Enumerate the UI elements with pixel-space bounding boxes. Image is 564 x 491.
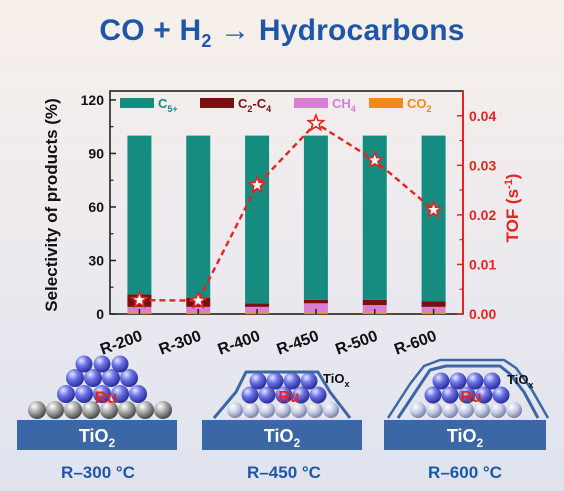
tio2-support-label: TiO2 [447, 426, 484, 450]
ru-nanoparticle: Ru [410, 372, 522, 418]
tiox-overlayer [212, 370, 352, 419]
tof-series [129, 112, 444, 309]
ru-label: Ru [95, 388, 118, 407]
caption-r450: R–450 °C [247, 463, 321, 482]
bar-segment-c2c4-r-600 [421, 301, 446, 307]
y-tick-label: 30 [88, 252, 104, 268]
ru-nanoparticle: Ru [28, 355, 172, 419]
y2-tick-label: 0.04 [469, 108, 496, 124]
bar-segment-ch4-r-450 [303, 303, 328, 313]
ru-nanoparticle: Ru [227, 372, 339, 418]
left-axis-ticks: 0 30 60 90 120 [81, 92, 116, 322]
y-tick-label: 0 [96, 306, 104, 322]
tio2-support-block [17, 420, 177, 450]
y2-tick-label: 0.00 [469, 306, 496, 322]
tof-star-marker-r-300 [188, 290, 209, 309]
legend-item-c2c4: C2-C4 [200, 96, 271, 114]
tio2-support-label: TiO2 [264, 426, 301, 450]
tof-star-marker-r-400 [247, 174, 267, 194]
tiox-label: TiOx [507, 372, 533, 390]
y2-tick-label: 0.01 [469, 256, 496, 272]
bar-segment-c5-r-450 [303, 135, 328, 300]
svg-text:C5+: C5+ [158, 96, 178, 114]
x-tick-label-r-400: R-400 [216, 328, 263, 359]
tiox-overlayer [396, 364, 540, 419]
schematic-r450: TiO2 Ru TiOx R–450 °C [202, 370, 362, 482]
x-tick-label-r-500: R-500 [333, 328, 380, 359]
legend-item-c5plus: C5+ [120, 96, 178, 114]
y2-axis-label: TOF (s-1) [503, 174, 522, 243]
schematic-r300: TiO2 Ru R–300 °C [17, 355, 177, 482]
tof-line [139, 121, 435, 302]
x-tick-label-r-200: R-200 [98, 328, 145, 359]
bar-segment-c5-r-400 [245, 135, 270, 304]
tof-star-marker-r-500 [364, 150, 385, 169]
schematic-r600: TiO2 Ru TiOx R–600 °C [384, 358, 550, 482]
tio2-support-block [384, 420, 546, 450]
bar-segment-ch4-r-500 [362, 305, 387, 313]
bar-segment-c5-r-600 [421, 135, 446, 302]
y-tick-label: 120 [81, 92, 105, 108]
figure-title: CO + H2 → Hydrocarbons [99, 14, 465, 51]
right-axis-ticks: 0.00 0.01 0.02 0.03 0.04 [457, 91, 496, 322]
svg-text:CH4: CH4 [332, 96, 356, 114]
ru-label: Ru [460, 389, 481, 406]
x-tick-label-r-450: R-450 [275, 328, 322, 359]
tof-star-marker-r-600 [423, 199, 444, 219]
y-tick-label: 60 [88, 199, 104, 215]
tof-star-marker-r-200 [129, 289, 150, 309]
bar-segment-c2c4-r-450 [303, 299, 328, 304]
legend-item-ch4: CH4 [294, 96, 356, 114]
legend: C5+ C2-C4 CH4 CO2 [120, 96, 432, 114]
tiox-overlayer-outer [386, 358, 550, 419]
caption-r300: R–300 °C [61, 463, 135, 482]
y2-tick-label: 0.03 [469, 157, 496, 173]
legend-item-co2: CO2 [369, 96, 432, 114]
bar-chart: 0 30 60 90 120 0.00 0.01 0.02 0.03 0.04 R-200 R-3… [42, 90, 522, 359]
y-tick-label: 90 [88, 145, 104, 161]
tio2-support-block [202, 420, 362, 450]
svg-text:C2-C4: C2-C4 [238, 96, 271, 114]
ru-label: Ru [278, 389, 299, 406]
bar-segment-c5-r-300 [186, 135, 211, 298]
x-tick-label-r-300: R-300 [157, 328, 204, 359]
bar-segment-c2c4-r-400 [245, 303, 270, 307]
y2-tick-label: 0.02 [469, 207, 496, 223]
svg-text:CO2: CO2 [407, 96, 432, 114]
plot-frame [109, 90, 464, 315]
x-axis-ticks: R-200 R-300 R-400 R-450 R-500 R-600 [98, 309, 439, 359]
tio2-support-label: TiO2 [79, 426, 116, 450]
tiox-label: TiOx [323, 371, 349, 389]
y-axis-label: Selectivity of products (%) [42, 98, 61, 311]
caption-r600: R–600 °C [428, 463, 502, 482]
bar-segment-c5-r-200 [127, 135, 152, 295]
bar-layer [127, 135, 446, 314]
bar-segment-c2c4-r-500 [362, 299, 387, 306]
x-tick-label-r-600: R-600 [392, 328, 439, 359]
tof-star-marker-r-450 [306, 112, 326, 132]
